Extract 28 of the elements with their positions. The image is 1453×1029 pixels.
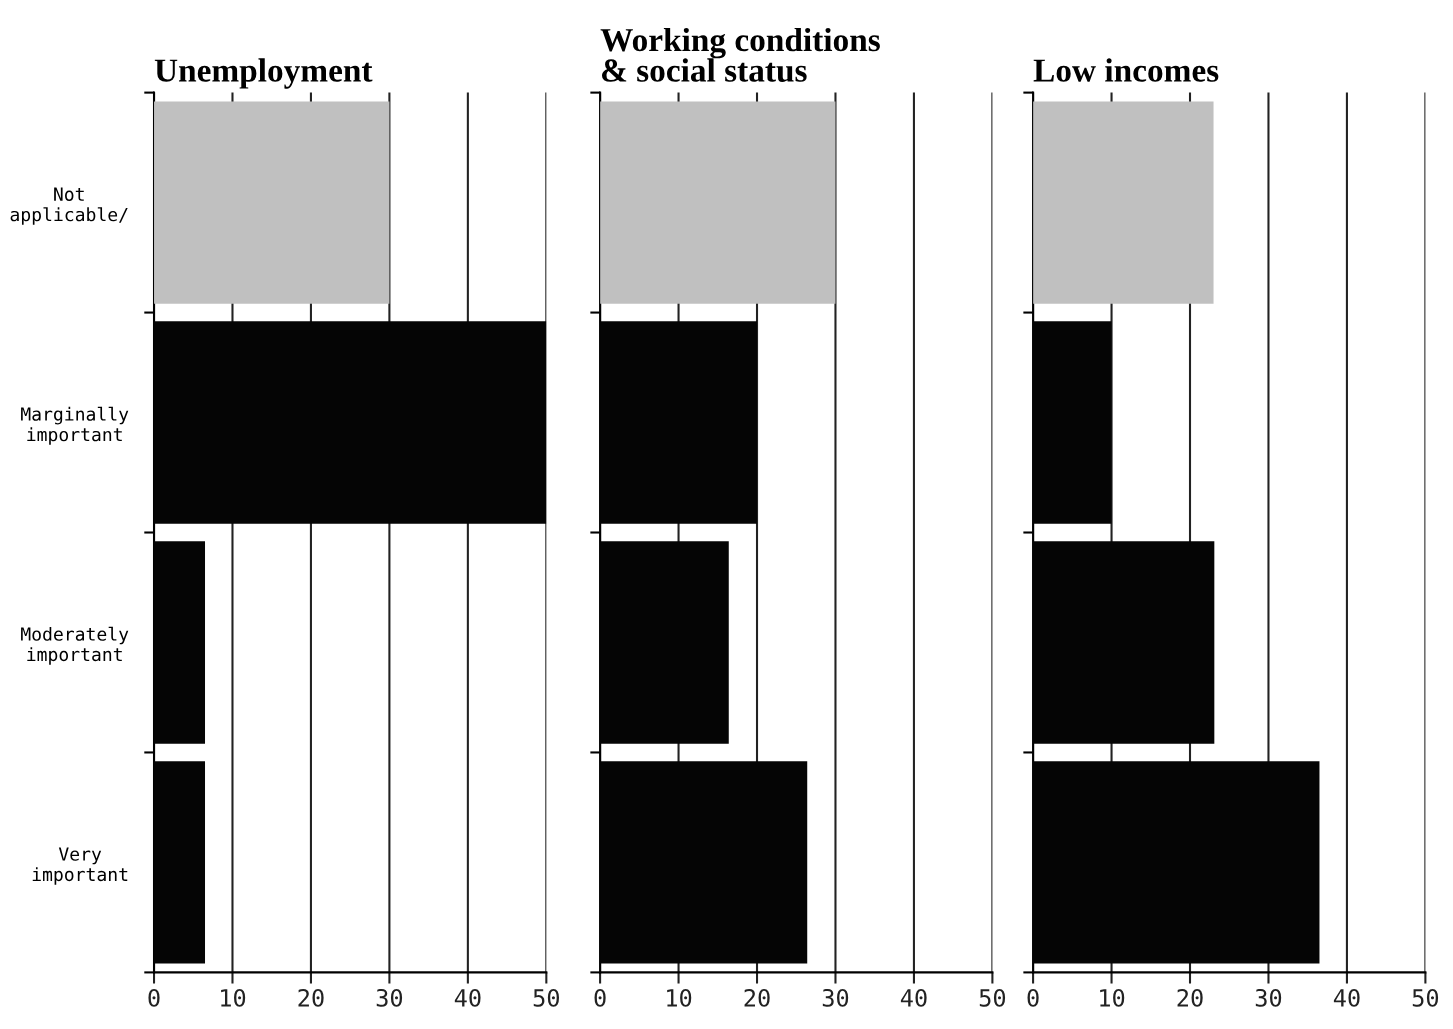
y-tick-label: Moderately important [21,626,129,665]
x-tick-label: 20 [298,988,324,1007]
x-tick-label: 0 [594,988,606,1007]
x-tick-label: 0 [148,988,160,1007]
x-tick-label: 0 [1027,988,1039,1007]
x-tick-label: 50 [1412,988,1439,1007]
x-tick-label: 40 [1333,988,1360,1007]
x-tick-label: 50 [533,988,560,1007]
x-tick-label: 30 [376,988,403,1007]
y-tick-label: Not applicable/ [10,187,128,225]
chart-title: Low incomes [1033,58,1219,82]
x-tick-label: 10 [667,988,692,1007]
bar [154,101,390,304]
x-tick-label: 30 [1255,988,1282,1007]
x-tick-label: 50 [979,988,1006,1007]
x-tick-label: 40 [900,988,927,1007]
bar [1033,101,1214,304]
x-tick-label: 20 [744,988,770,1007]
x-tick-label: 30 [822,988,849,1007]
chart-title: Unemployment [154,58,373,89]
x-tick-label: 10 [1100,988,1125,1007]
chart-title: Working conditions & social status [600,27,880,82]
x-tick-label: 10 [221,988,246,1007]
y-tick-label: Very important [32,847,128,885]
y-tick-label: Marginally important [21,406,129,445]
x-tick-label: 40 [454,988,481,1007]
x-tick-label: 20 [1177,988,1203,1007]
bar [600,101,836,304]
